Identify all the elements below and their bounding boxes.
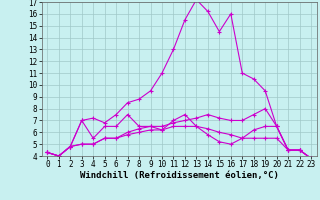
X-axis label: Windchill (Refroidissement éolien,°C): Windchill (Refroidissement éolien,°C) bbox=[80, 171, 279, 180]
